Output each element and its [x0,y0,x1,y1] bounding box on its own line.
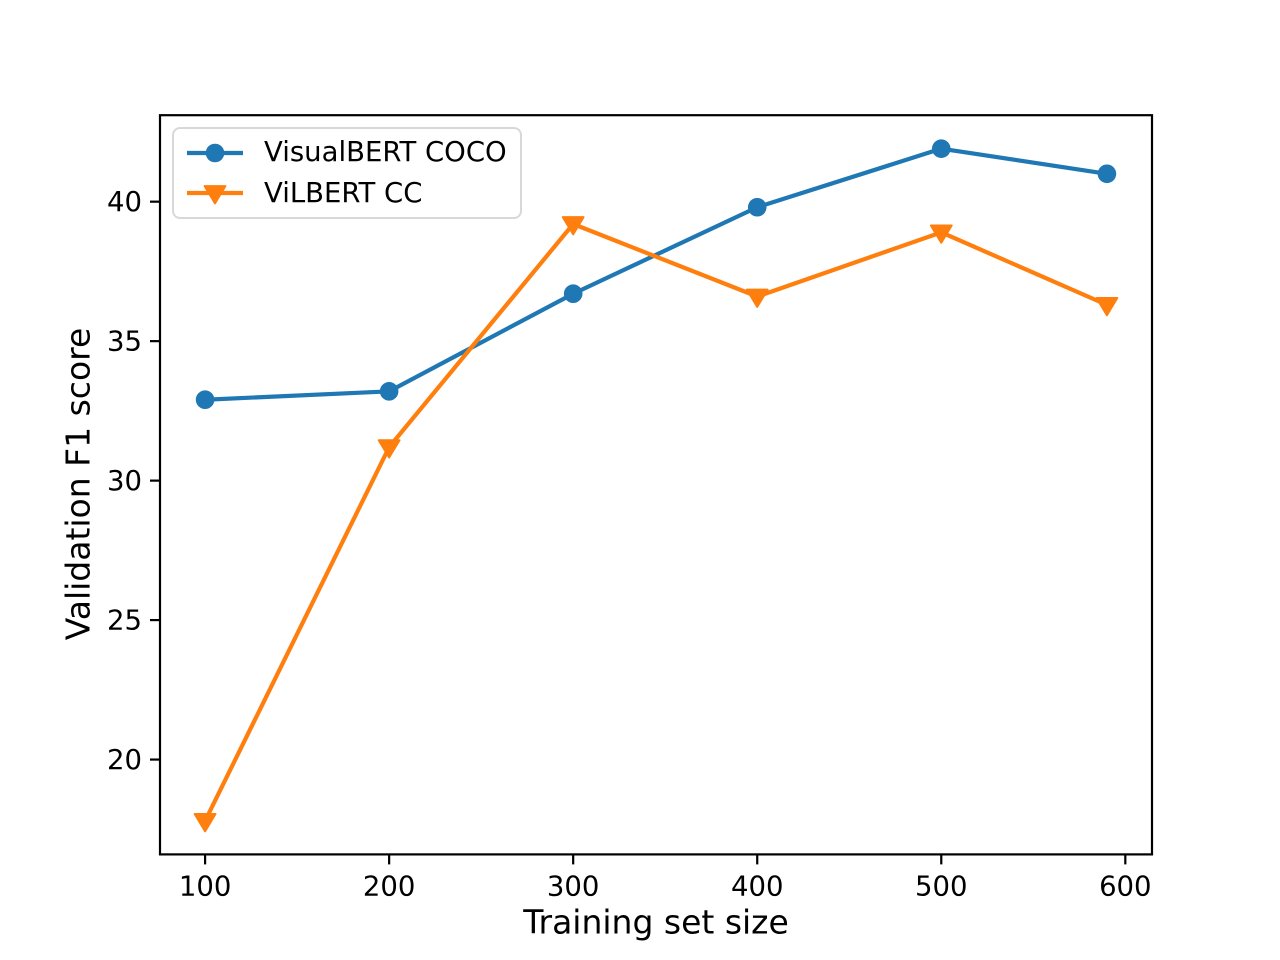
y-tick-label: 30 [107,465,142,497]
series-vilbert-cc-marker [1095,296,1119,317]
legend-label: VisualBERT COCO [264,136,507,168]
y-tick-label: 35 [107,326,142,358]
series-visualbert-coco-marker [1097,164,1117,184]
legend-line-triangle-down-icon [187,185,243,205]
y-tick-label: 25 [107,605,142,637]
series-vilbert-cc-marker [561,216,585,236]
x-tick-label: 100 [179,870,232,902]
x-tick-label: 600 [1099,870,1152,902]
series-visualbert-coco-marker [379,382,399,401]
series-visualbert-coco-marker [931,139,951,158]
legend-item-visualbert-coco: VisualBERT COCO [187,136,507,168]
x-axis-label: Training set size [523,902,789,942]
plot-area-spines [158,114,1154,856]
legend: VisualBERT COCO ViLBERT CC [172,127,522,219]
series-vilbert-cc-marker [929,224,953,244]
legend-line-circle-icon [187,143,243,163]
series-vilbert-cc-marker [377,439,401,459]
x-tick-label: 300 [547,870,600,902]
x-tick-label: 500 [915,870,968,902]
y-tick-label: 20 [107,744,142,776]
series-visualbert-coco-marker [747,197,767,217]
legend-label: ViLBERT CC [264,176,423,209]
series-vilbert-cc-marker [193,813,217,833]
y-axis-label: Validation F1 score [58,327,98,641]
series-visualbert-coco-marker [195,390,215,410]
series-visualbert-coco-marker [563,284,583,304]
legend-item-vilbert-cc: ViLBERT CC [187,176,507,209]
x-tick-label: 400 [731,870,784,902]
series-vilbert-cc-line [202,221,1110,824]
series-vilbert-cc-marker [745,288,769,308]
y-tick-label: 40 [107,186,142,218]
series-visualbert-coco-line [202,146,1110,402]
x-tick-label: 200 [363,870,416,902]
